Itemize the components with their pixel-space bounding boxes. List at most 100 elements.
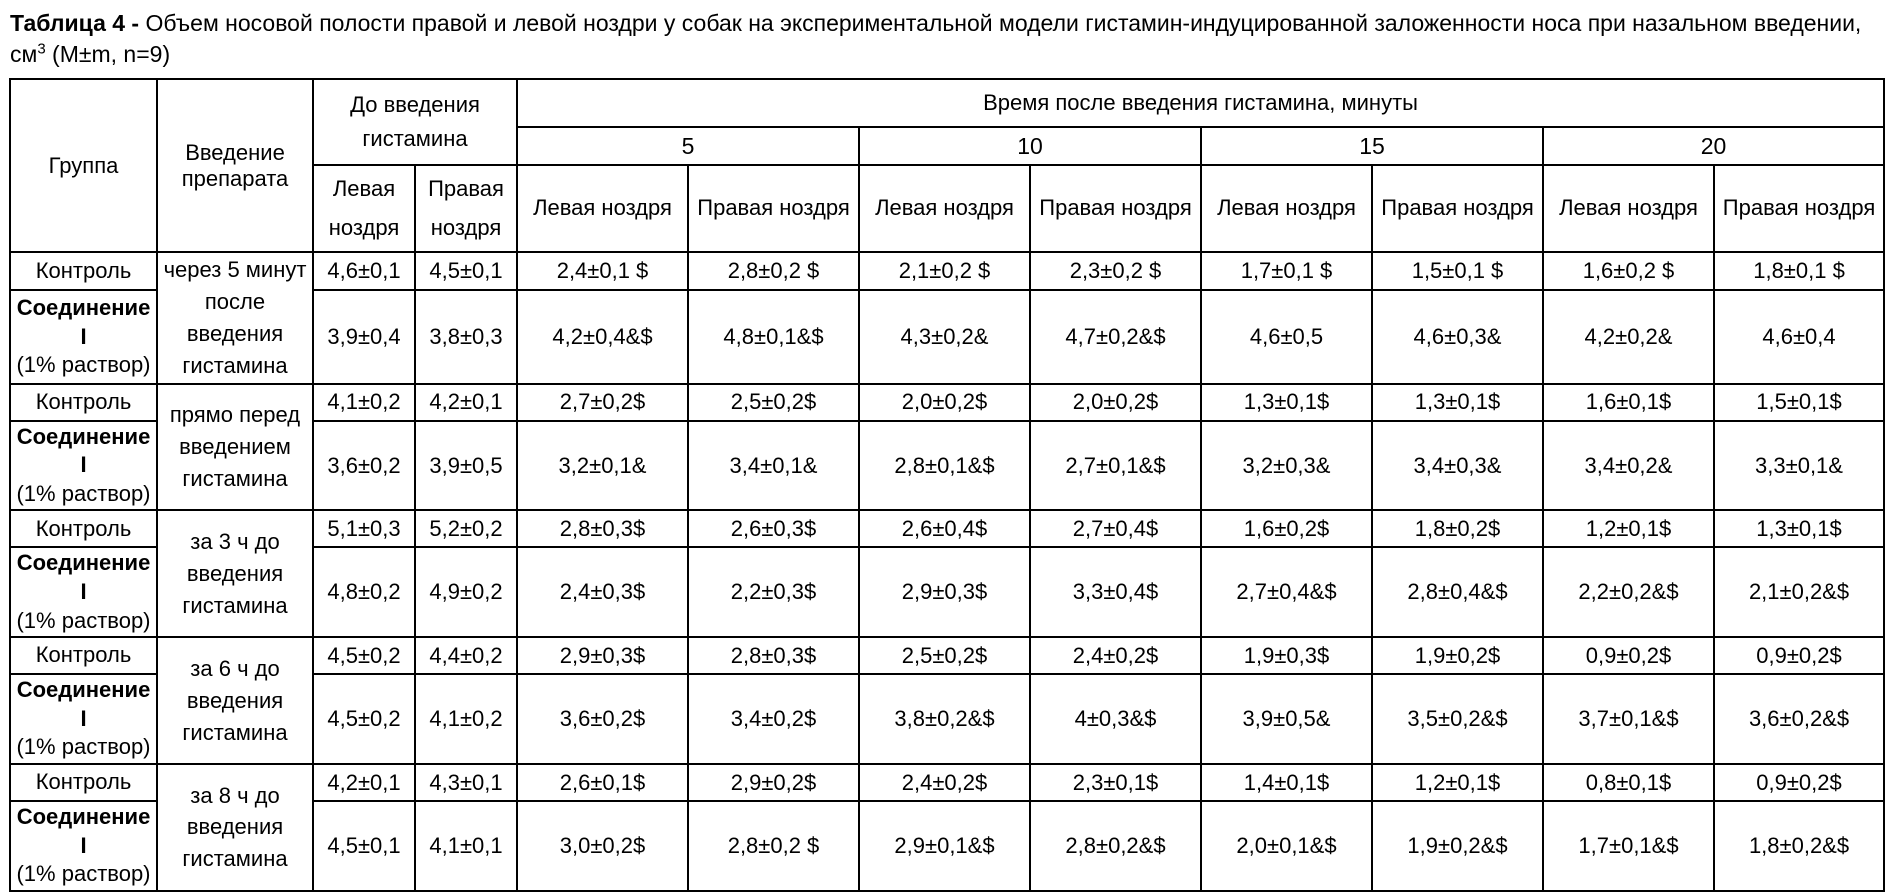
group-cell: Соединение I (1% раствор) [9,289,158,385]
table-header: Группа Введение препарата До введения ги… [9,78,1886,254]
time-header-15: 15 [1200,126,1544,167]
value-cell: 2,7±0,4&$ [1200,546,1373,639]
value-cell: 0,8±0,1$ [1542,763,1715,802]
nostril-header-left: Левая ноздря [858,164,1031,254]
nostril-header-left: Левая ноздря [1542,164,1715,254]
value-cell: 1,4±0,1$ [1200,763,1373,802]
table-row: Соединение I (1% раствор) 4,5±0,2 4,1±0,2 3,… [9,673,1886,765]
value-cell: 3,5±0,2&$ [1371,673,1544,765]
value-cell: 1,3±0,1$ [1371,382,1544,422]
value-cell: 2,8±0,3$ [687,636,860,676]
value-cell: 0,9±0,2$ [1542,636,1715,676]
value-cell: 2,6±0,4$ [858,509,1031,549]
value-cell: 3,6±0,2&$ [1712,673,1886,765]
value-cell: 1,5±0,1$ [1712,382,1886,422]
value-cell: 1,7±0,1&$ [1542,800,1715,892]
value-cell: 4,6±0,1 [312,251,416,292]
col-header-administration: Введение препарата [156,78,314,254]
group-name: Контроль [35,642,132,668]
value-cell: 0,9±0,2$ [1712,636,1886,676]
table-row: Контроль прямо перед введением гистамина 4… [9,382,1886,512]
value-cell: 4,2±0,1 [312,763,416,802]
value-cell: 0,9±0,2$ [1712,763,1886,802]
value-cell: 4,2±0,1 [414,382,518,422]
group-cell: Соединение I (1% раствор) [9,419,158,512]
value-cell: 3,4±0,3& [1371,419,1544,512]
nostril-header-right: Правая ноздря [687,164,860,254]
value-cell: 2,8±0,1&$ [858,419,1031,512]
group-name: Соединение I [16,423,151,478]
value-cell: 3,9±0,5 [414,419,518,512]
value-cell: 2,2±0,3$ [687,546,860,639]
time-header-5: 5 [516,126,860,167]
group-concentration: (1% раствор) [16,861,151,887]
value-cell: 2,6±0,3$ [687,509,860,549]
value-cell: 3,8±0,3 [414,289,518,385]
value-cell: 4,8±0,2 [312,546,416,639]
timing-cell: через 5 минут после введения гистамина [156,251,314,385]
timing-cell: за 3 ч до введения гистамина [156,509,314,639]
value-cell: 1,9±0,3$ [1200,636,1373,676]
value-cell: 3,8±0,2&$ [858,673,1031,765]
timing-cell: за 6 ч до введения гистамина [156,636,314,765]
nostril-header-left: Левая ноздря [312,164,416,254]
value-cell: 2,6±0,1$ [516,763,689,802]
group-name: Контроль [35,769,132,795]
group-cell: Контроль [9,251,158,292]
value-cell: 2,7±0,2$ [516,382,689,422]
group-cell: Контроль [9,763,158,802]
group-name: Соединение I [16,804,151,858]
value-cell: 3,2±0,1& [516,419,689,512]
table-row: Контроль за 6 ч до введения гистамина 4,5±… [9,636,1886,765]
value-cell: 1,5±0,1 $ [1371,251,1544,292]
caption-superscript: 3 [37,40,46,58]
group-concentration: (1% раствор) [16,352,151,378]
value-cell: 3,9±0,5& [1200,673,1373,765]
value-cell: 2,1±0,2&$ [1712,546,1886,639]
value-cell: 2,7±0,1&$ [1029,419,1202,512]
value-cell: 4,5±0,2 [312,673,416,765]
value-cell: 4,5±0,1 [414,251,518,292]
value-cell: 1,2±0,1$ [1542,509,1715,549]
value-cell: 3,9±0,4 [312,289,416,385]
value-cell: 3,0±0,2$ [516,800,689,892]
value-cell: 4,6±0,5 [1200,289,1373,385]
value-cell: 4,6±0,3& [1371,289,1544,385]
nostril-header-right: Правая ноздря [414,164,518,254]
value-cell: 4,4±0,2 [414,636,518,676]
table-caption: Таблица 4 - Объем носовой полости правой… [10,8,1870,70]
value-cell: 2,9±0,2$ [687,763,860,802]
timing-cell: прямо перед введением гистамина [156,382,314,512]
value-cell: 4,1±0,1 [414,800,518,892]
value-cell: 1,8±0,2&$ [1712,800,1886,892]
value-cell: 2,8±0,2&$ [1029,800,1202,892]
nostril-header-left: Левая ноздря [516,164,689,254]
group-name: Контроль [35,388,132,414]
value-cell: 1,9±0,2$ [1371,636,1544,676]
value-cell: 3,4±0,2$ [687,673,860,765]
value-cell: 1,8±0,2$ [1371,509,1544,549]
value-cell: 2,0±0,2$ [1029,382,1202,422]
value-cell: 3,6±0,2 [312,419,416,512]
value-cell: 4,3±0,1 [414,763,518,802]
value-cell: 5,1±0,3 [312,509,416,549]
group-name: Соединение I [16,677,151,731]
col-header-group: Группа [9,78,158,254]
value-cell: 1,6±0,2$ [1200,509,1373,549]
table-row: Контроль через 5 минут после введения гис… [9,251,1886,385]
results-table: Группа Введение препарата До введения ги… [9,78,1886,892]
value-cell: 3,3±0,1& [1712,419,1886,512]
value-cell: 1,2±0,1$ [1371,763,1544,802]
value-cell: 2,9±0,3$ [858,546,1031,639]
value-cell: 4,2±0,4&$ [516,289,689,385]
table-body: Контроль через 5 минут после введения гис… [9,251,1886,892]
value-cell: 2,5±0,2$ [858,636,1031,676]
group-cell: Контроль [9,509,158,549]
value-cell: 4,5±0,2 [312,636,416,676]
table-caption-label: Таблица 4 - [10,10,140,36]
value-cell: 2,5±0,2$ [687,382,860,422]
nostril-header-right: Правая ноздря [1712,164,1886,254]
group-name: Контроль [35,257,132,283]
table-row: Соединение I (1% раствор) 3,6±0,2 3,9±0,5 3,… [9,419,1886,512]
value-cell: 2,4±0,3$ [516,546,689,639]
